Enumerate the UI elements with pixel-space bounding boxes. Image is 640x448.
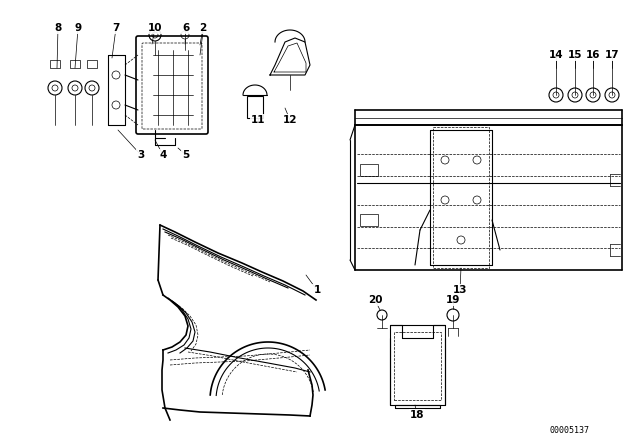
Text: 11: 11 bbox=[251, 115, 265, 125]
FancyBboxPatch shape bbox=[136, 36, 208, 134]
Text: 1: 1 bbox=[314, 285, 321, 295]
Bar bbox=[360, 164, 378, 176]
Bar bbox=[70, 60, 80, 68]
Text: 6: 6 bbox=[182, 23, 189, 33]
Bar bbox=[360, 214, 378, 226]
Text: 17: 17 bbox=[605, 50, 620, 60]
Bar bbox=[247, 96, 263, 118]
Bar bbox=[433, 127, 489, 268]
Text: 10: 10 bbox=[148, 23, 163, 33]
Text: 16: 16 bbox=[586, 50, 600, 60]
Bar bbox=[50, 60, 60, 68]
Text: 5: 5 bbox=[182, 150, 189, 160]
Text: 00005137: 00005137 bbox=[550, 426, 590, 435]
Text: 13: 13 bbox=[452, 285, 467, 295]
Text: 2: 2 bbox=[200, 23, 207, 33]
Text: 19: 19 bbox=[446, 295, 460, 305]
Bar bbox=[87, 60, 97, 68]
Text: 18: 18 bbox=[410, 410, 424, 420]
Text: 20: 20 bbox=[368, 295, 382, 305]
Text: 3: 3 bbox=[138, 150, 145, 160]
Bar bbox=[390, 325, 445, 405]
Text: 4: 4 bbox=[159, 150, 166, 160]
Text: 7: 7 bbox=[112, 23, 120, 33]
Text: 12: 12 bbox=[283, 115, 297, 125]
Text: 8: 8 bbox=[54, 23, 61, 33]
Text: 15: 15 bbox=[568, 50, 582, 60]
Text: 9: 9 bbox=[74, 23, 81, 33]
Text: 14: 14 bbox=[548, 50, 563, 60]
Bar bbox=[394, 332, 441, 400]
